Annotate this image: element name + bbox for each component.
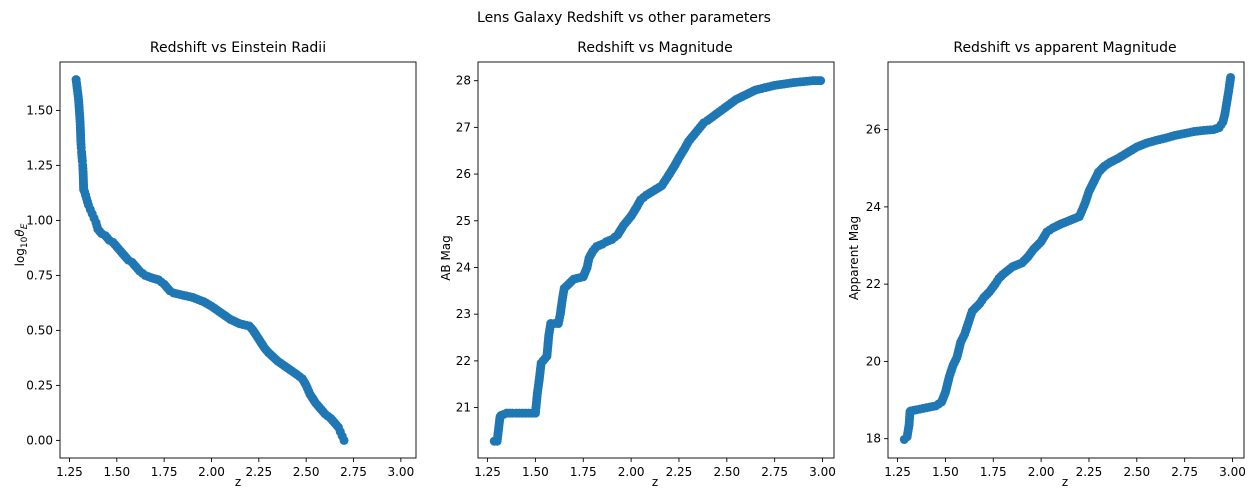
x-tick-label: 3.00	[809, 465, 836, 479]
subplot-title-einstein-radii: Redshift vs Einstein Radii	[150, 40, 326, 56]
y-axis-label-apparent-magnitude: Apparent Mag	[847, 216, 861, 300]
y-axis-label-sub: 10	[20, 236, 30, 248]
y-tick-label: 26	[866, 123, 881, 137]
y-tick-label: 27	[456, 120, 471, 134]
axes-frame-apparent-magnitude	[887, 61, 1245, 459]
x-tick-label: 1.50	[932, 465, 959, 479]
x-tick-label: 2.50	[1123, 465, 1150, 479]
y-tick-label: 25	[456, 214, 471, 228]
y-tick-label: 24	[456, 260, 471, 274]
figure-suptitle: Lens Galaxy Redshift vs other parameters	[477, 10, 771, 26]
x-tick-label: 1.25	[474, 465, 501, 479]
y-tick-label: 28	[456, 74, 471, 88]
data-point	[339, 435, 349, 445]
subplot-magnitude: Redshift vs Magnitude z AB Mag 1.25 1.50 1…	[439, 40, 836, 489]
x-tick-label: 3.00	[1219, 465, 1246, 479]
x-tick-label: 2.25	[1076, 465, 1103, 479]
y-tick-label: 0.50	[26, 323, 53, 337]
scatter-points-magnitude	[489, 76, 826, 446]
y-axis-label-theta-sub: E	[20, 223, 30, 229]
subplot-title-apparent-magnitude: Redshift vs apparent Magnitude	[953, 40, 1176, 56]
y-tick-label: 0.25	[26, 378, 53, 392]
data-point	[816, 76, 826, 86]
x-tick-label: 1.25	[56, 465, 83, 479]
x-tick-label: 3.00	[387, 465, 414, 479]
y-tick-label: 1.25	[26, 158, 53, 172]
y-tick-label: 24	[866, 200, 881, 214]
y-axis-label-magnitude: AB Mag	[439, 235, 453, 281]
y-tick-label: 26	[456, 167, 471, 181]
x-tick-label: 2.00	[198, 465, 225, 479]
axes-frame-magnitude	[477, 61, 835, 459]
y-tick-label: 18	[866, 432, 881, 446]
x-tick-label: 2.25	[666, 465, 693, 479]
x-tick-label: 1.25	[884, 465, 911, 479]
x-tick-label: 2.00	[1028, 465, 1055, 479]
y-tick-label: 0.00	[26, 433, 53, 447]
x-axis-label-magnitude: z	[652, 475, 658, 489]
y-tick-label: 20	[866, 354, 881, 368]
x-tick-label: 2.75	[340, 465, 367, 479]
x-tick-label: 2.00	[618, 465, 645, 479]
subplot-title-magnitude: Redshift vs Magnitude	[577, 40, 732, 56]
y-tick-label: 0.75	[26, 268, 53, 282]
axes-frame-einstein-radii	[59, 61, 417, 459]
x-tick-label: 2.75	[1171, 465, 1198, 479]
x-axis-label-einstein-radii: z	[235, 475, 241, 489]
scatter-points-einstein-radii	[71, 75, 349, 445]
x-tick-label: 2.50	[713, 465, 740, 479]
subplot-apparent-magnitude: Redshift vs apparent Magnitude z Apparen…	[847, 40, 1246, 489]
y-tick-label: 21	[456, 401, 471, 415]
y-tick-label: 22	[866, 277, 881, 291]
data-point	[1226, 72, 1236, 82]
x-tick-label: 2.75	[761, 465, 788, 479]
scatter-points-apparent-magnitude	[899, 72, 1236, 444]
x-tick-label: 1.75	[570, 465, 597, 479]
y-tick-label: 1.00	[26, 213, 53, 227]
y-axis-label-theta: θ	[13, 229, 27, 237]
subplot-einstein-radii: Redshift vs Einstein Radii z log10θE 1.2…	[13, 40, 417, 489]
y-axis-label-base: log	[13, 248, 27, 266]
x-tick-label: 2.50	[293, 465, 320, 479]
y-tick-label: 22	[456, 354, 471, 368]
y-tick-label: 1.50	[26, 103, 53, 117]
x-tick-label: 2.25	[245, 465, 272, 479]
y-axis-label-einstein-radii: log10θE	[13, 223, 30, 266]
y-tick-label: 23	[456, 307, 471, 321]
x-axis-label-apparent-magnitude: z	[1062, 475, 1068, 489]
x-tick-label: 1.50	[522, 465, 549, 479]
x-tick-label: 1.75	[980, 465, 1007, 479]
x-tick-label: 1.75	[151, 465, 178, 479]
x-tick-label: 1.50	[103, 465, 130, 479]
